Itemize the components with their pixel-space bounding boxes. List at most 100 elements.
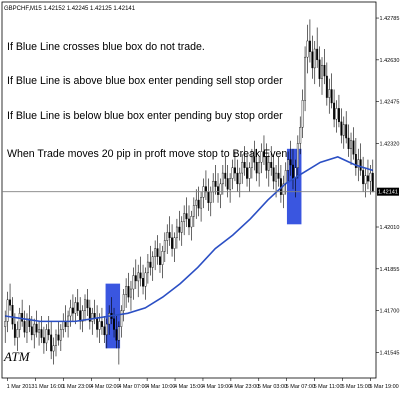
y-tick-label: 1.42320 xyxy=(380,141,400,147)
current-price-label: 1.42141 xyxy=(378,190,398,196)
x-tick-label: 4 Mar 23:00 xyxy=(230,384,259,390)
candle xyxy=(258,156,261,187)
candle xyxy=(330,73,333,109)
candle-body xyxy=(149,261,152,268)
candle xyxy=(313,40,316,85)
candle-body xyxy=(350,140,352,150)
current-price-tag-bg xyxy=(377,187,399,196)
candle xyxy=(100,307,103,335)
candle-body xyxy=(156,248,159,257)
candle-body xyxy=(188,218,190,228)
candle xyxy=(214,164,217,195)
candle-body xyxy=(241,162,244,174)
y-tick-label: 1.41545 xyxy=(380,350,400,356)
current-price-tag: 1.42141 xyxy=(377,187,399,196)
candle-body xyxy=(246,167,248,179)
y-tick-label: 1.42785 xyxy=(380,16,400,22)
candle-body xyxy=(337,108,340,123)
candle xyxy=(108,305,111,335)
candle xyxy=(328,78,331,114)
candle xyxy=(190,210,193,241)
candle xyxy=(241,154,244,184)
candle-body xyxy=(47,329,50,336)
candle-body xyxy=(204,186,207,193)
candle-body xyxy=(296,143,299,168)
x-tick-label: 5 Mar 19:00 xyxy=(369,384,398,390)
candle xyxy=(195,189,198,219)
candle-body xyxy=(333,102,336,120)
candle-body xyxy=(159,256,161,265)
candle xyxy=(154,240,157,271)
chart-header: GBPCHF,M15 1.42152 1.42245 1.42125 1.421… xyxy=(4,6,136,12)
moving-average-layer xyxy=(5,156,374,323)
candle xyxy=(352,127,355,160)
candle xyxy=(55,329,57,357)
candle-body xyxy=(226,178,229,190)
candle-body xyxy=(282,183,285,195)
y-tick-label: 1.42475 xyxy=(380,100,400,106)
candle-body xyxy=(304,56,307,101)
candle xyxy=(183,205,186,236)
candle xyxy=(40,315,43,343)
candle-body xyxy=(330,89,333,104)
x-tick-label: 4 Mar 07:00 xyxy=(118,384,147,390)
candle xyxy=(301,89,304,139)
candle xyxy=(84,294,86,322)
candle xyxy=(42,326,45,354)
candle-body xyxy=(154,248,157,257)
candle-body xyxy=(359,159,362,171)
candle-body xyxy=(151,256,154,268)
candle-body xyxy=(229,178,232,190)
candle xyxy=(350,132,352,165)
candle-body xyxy=(219,183,222,195)
candle xyxy=(86,289,89,316)
candle xyxy=(4,310,7,343)
candle-body xyxy=(100,321,103,327)
candle xyxy=(166,224,169,254)
candle xyxy=(125,278,128,308)
y-tick-label: 1.41700 xyxy=(380,309,400,315)
candle xyxy=(113,307,115,338)
candle xyxy=(144,267,147,300)
candle xyxy=(233,151,236,182)
candle xyxy=(277,156,280,187)
candle-body xyxy=(6,299,9,322)
candle xyxy=(185,197,188,228)
candle xyxy=(265,143,268,179)
rule-1: If Blue Line crosses blue box do not tra… xyxy=(7,41,205,53)
candle-body xyxy=(195,199,198,206)
candle xyxy=(142,264,145,295)
candle-body xyxy=(139,272,142,279)
rule-2: If Blue Line is above blue box enter pen… xyxy=(7,75,283,87)
candle-body xyxy=(267,162,270,171)
candle xyxy=(6,291,9,333)
candle xyxy=(354,138,357,176)
candle-body xyxy=(171,237,174,249)
candle-body xyxy=(9,299,11,306)
candle xyxy=(325,62,328,106)
candle xyxy=(47,315,50,341)
candle-body xyxy=(180,221,183,233)
candle-body xyxy=(4,321,7,327)
x-tick-label: 5 Mar 03:00 xyxy=(258,384,287,390)
candle-body xyxy=(342,124,345,136)
candle-body xyxy=(313,48,316,69)
candle-body xyxy=(91,313,94,322)
candle-body xyxy=(161,251,164,265)
candle xyxy=(137,264,140,298)
logo: ATM xyxy=(3,349,31,364)
candle-body xyxy=(59,329,62,341)
candle-body xyxy=(340,121,343,136)
candle xyxy=(171,224,174,257)
candle xyxy=(159,243,161,273)
candle-body xyxy=(50,334,53,352)
candle-body xyxy=(62,321,65,330)
candle xyxy=(335,100,338,133)
candle-body xyxy=(354,154,357,168)
candle xyxy=(178,210,181,241)
candle xyxy=(156,235,159,265)
candle-body xyxy=(134,275,137,282)
candle-body xyxy=(197,199,200,209)
